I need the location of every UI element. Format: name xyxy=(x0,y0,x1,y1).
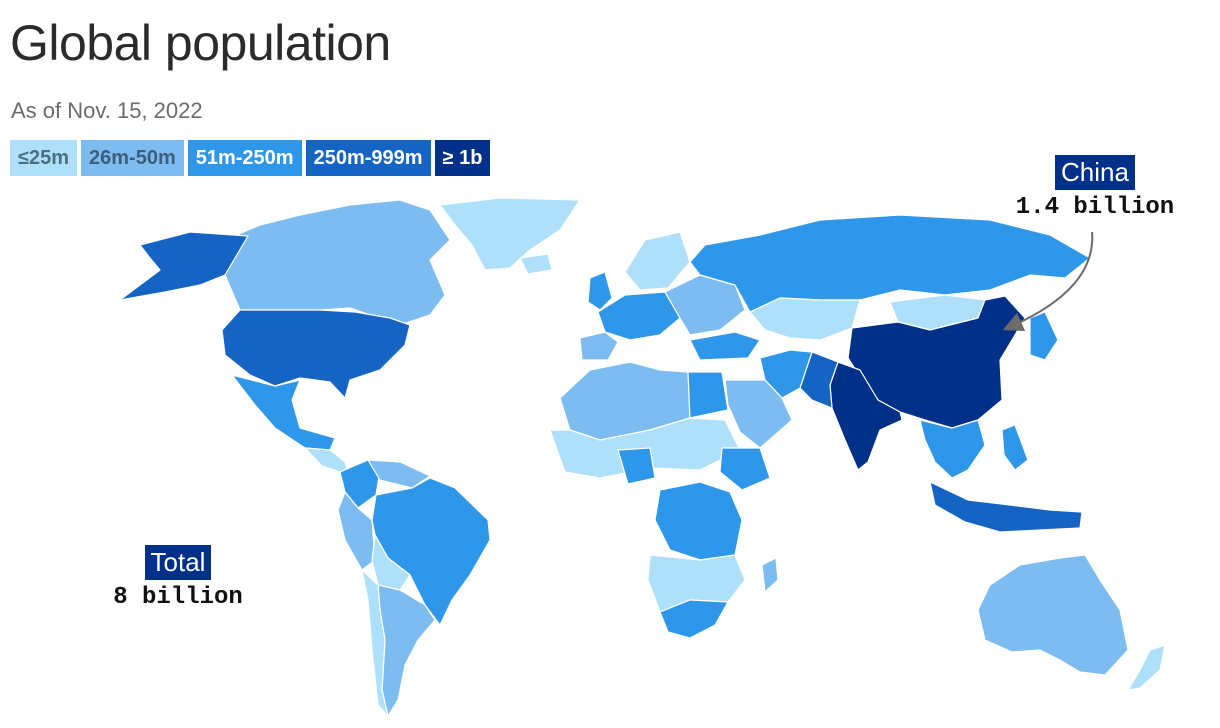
world-map xyxy=(119,197,1166,717)
china-arrow xyxy=(1002,231,1094,332)
region-western-europe xyxy=(597,291,681,341)
china-callout-value: 1.4 billion xyxy=(1015,194,1175,221)
region-mexico xyxy=(231,374,336,451)
region-chile xyxy=(361,569,389,717)
region-nigeria xyxy=(617,447,656,485)
region-kazakhstan xyxy=(749,297,861,341)
legend-item-le25m: ≤25m xyxy=(10,140,78,176)
page-subtitle: As of Nov. 15, 2022 xyxy=(11,98,203,123)
region-peru xyxy=(337,491,376,571)
region-south-africa xyxy=(659,599,729,639)
region-dr-congo xyxy=(654,481,743,561)
region-madagascar xyxy=(761,557,779,593)
legend-item-51-250m: 51m-250m xyxy=(187,140,302,176)
region-greenland xyxy=(439,197,581,271)
region-canada xyxy=(224,199,451,326)
region-scandinavia xyxy=(624,231,691,291)
region-new-zealand xyxy=(1127,644,1166,691)
china-callout-label: China xyxy=(1055,155,1135,190)
region-venezuela xyxy=(367,459,431,489)
total-callout-value: 8 billion xyxy=(113,584,243,611)
region-turkey xyxy=(689,331,761,361)
region-iberia xyxy=(579,331,619,361)
region-southeast-asia xyxy=(919,419,986,479)
total-callout: Total 8 billion xyxy=(98,545,258,611)
china-callout: China 1.4 billion xyxy=(1005,155,1185,221)
legend-item-ge1b: ≥ 1b xyxy=(434,140,491,176)
region-egypt xyxy=(687,371,729,419)
region-philippines xyxy=(1001,424,1029,471)
page-title: Global population xyxy=(10,15,391,71)
legend: ≤25m 26m-50m 51m-250m 250m-999m ≥ 1b xyxy=(10,140,491,176)
total-callout-label: Total xyxy=(144,545,212,580)
region-japan xyxy=(1029,311,1059,361)
region-united-kingdom xyxy=(587,271,613,311)
region-alaska xyxy=(119,231,249,301)
region-ethiopia xyxy=(719,447,771,491)
legend-item-250-999m: 250m-999m xyxy=(305,140,431,176)
region-russia xyxy=(689,214,1091,313)
region-iceland xyxy=(519,253,553,275)
region-australia xyxy=(977,554,1129,676)
region-indonesia xyxy=(929,481,1083,533)
region-saudi-arabia xyxy=(724,379,793,449)
region-united-states xyxy=(221,309,411,399)
legend-item-26-50m: 26m-50m xyxy=(81,140,184,176)
